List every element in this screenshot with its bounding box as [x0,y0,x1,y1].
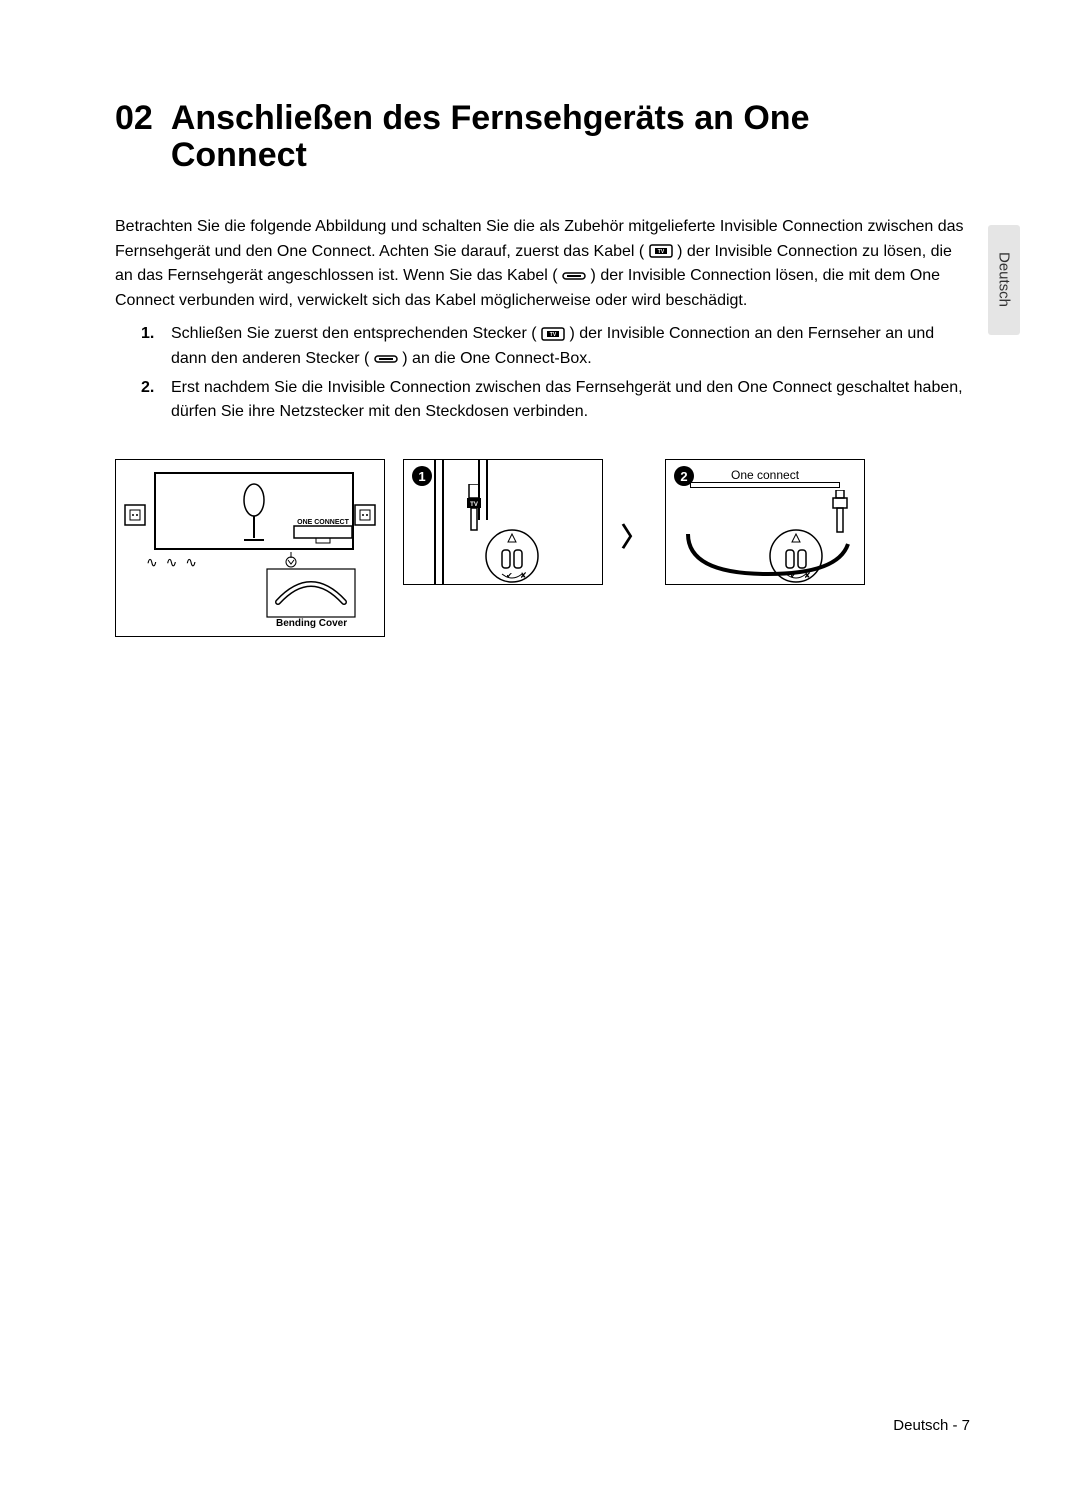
chevron-right-icon: 〉 [621,517,647,554]
cable-plug-icon: TV [464,484,484,539]
connector-disc-icon: ✔✘ [484,528,540,589]
tv-plug-icon: TV [541,327,565,341]
svg-text:✔: ✔ [506,571,513,580]
flat-plug-icon [374,354,398,364]
step-1-text-c: ) an die One Connect-Box. [402,350,591,367]
page-footer: Deutsch - 7 [893,1417,970,1434]
svg-text:✘: ✘ [804,571,811,580]
connector-disc-icon: ✔✘ [768,528,824,589]
bending-cover-icon [266,568,356,623]
step-2: 2. Erst nachdem Sie die Invisible Connec… [141,376,970,426]
figure-overview: ONE CONNECT ∿ ∿ ∿ Bending Cover [115,459,385,637]
one-connect-bar-icon [690,482,840,488]
wall-socket-left-icon [124,504,146,531]
svg-text:TV: TV [470,502,478,508]
step-1: 1. Schließen Sie zuerst den entsprechend… [141,322,970,372]
step-1-number: 1. [141,322,161,372]
page: Deutsch 02 Anschließen des Fernsehgeräts… [0,0,1080,1494]
svg-text:✘: ✘ [520,571,527,580]
step-1-text: Schließen Sie zuerst den entsprechenden … [171,322,970,372]
steps-list: 1. Schließen Sie zuerst den entsprechend… [141,322,970,425]
intro-paragraph: Betrachten Sie die folgende Abbildung un… [115,215,970,314]
section-number: 02 [115,100,153,175]
cable-squiggle: ∿ ∿ ∿ [146,554,199,571]
section-heading: 02 Anschließen des Fernsehgeräts an One … [115,100,970,175]
one-connect-box-icon: ONE CONNECT [288,516,358,551]
section-title: Anschließen des Fernsehgeräts an One Con… [171,100,891,175]
flat-plug-icon [562,271,586,281]
language-tab: Deutsch [988,225,1020,335]
bending-cover-label: Bending Cover [276,618,347,629]
svg-text:✔: ✔ [790,571,797,580]
step-badge-1: 1 [412,466,432,486]
tv-stand-icon [240,482,268,547]
figure-step-2: 2 One connect ✔✘ [665,459,865,585]
tv-leg-icon [434,460,444,584]
figure-step-1: 1 TV ✔ ✘ [403,459,603,585]
svg-text:TV: TV [657,249,664,255]
tv-plug-icon: TV [649,244,673,258]
step-2-text: Erst nachdem Sie die Invisible Connectio… [171,376,970,426]
figure-row: ONE CONNECT ∿ ∿ ∿ Bending Cover 1 TV ✔✘ … [115,459,970,637]
step-2-number: 2. [141,376,161,426]
svg-text:TV: TV [550,332,557,338]
language-tab-label: Deutsch [996,252,1013,307]
one-connect-label: One connect [666,468,864,482]
one-connect-small-label: ONE CONNECT [297,519,349,526]
step-1-text-a: Schließen Sie zuerst den entsprechenden … [171,325,537,342]
